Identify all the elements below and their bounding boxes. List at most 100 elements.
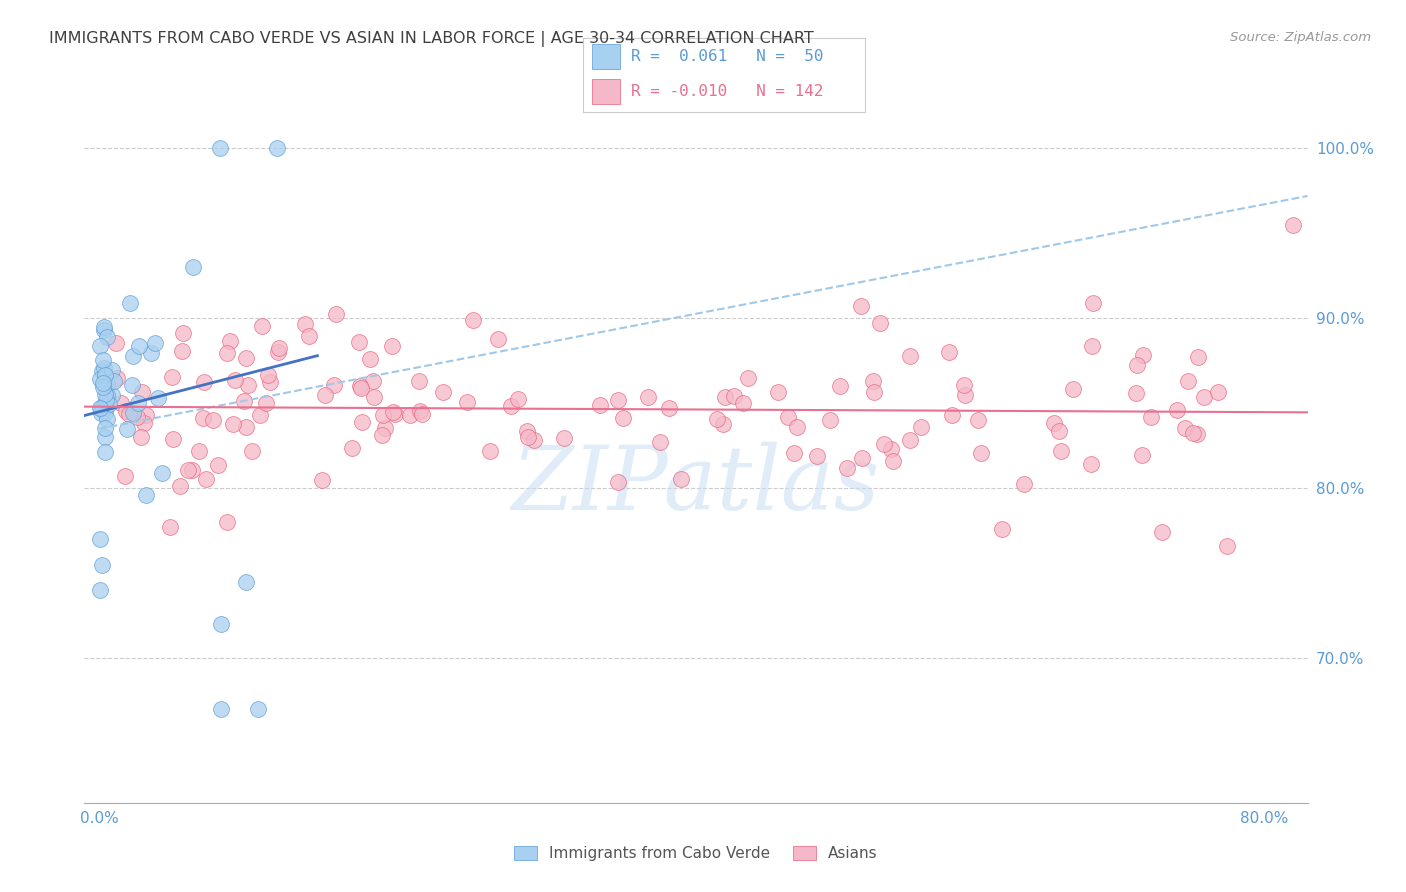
Point xyxy=(953,387,976,401)
Point xyxy=(162,370,184,384)
Point xyxy=(350,415,373,429)
Point xyxy=(259,375,281,389)
Point xyxy=(93,444,115,458)
Point xyxy=(731,396,754,410)
Point xyxy=(217,345,239,359)
Point xyxy=(172,344,194,359)
Point xyxy=(382,405,405,419)
Point xyxy=(523,433,546,447)
Point xyxy=(607,475,630,489)
Point xyxy=(233,394,256,409)
Point xyxy=(194,472,217,486)
Point xyxy=(432,384,454,399)
Point xyxy=(1130,448,1153,462)
Point xyxy=(236,377,259,392)
Point xyxy=(294,318,316,332)
Point xyxy=(359,351,381,366)
Point xyxy=(1125,385,1147,400)
Point xyxy=(115,404,138,418)
Point xyxy=(93,361,115,376)
Point xyxy=(122,349,145,363)
Point xyxy=(193,410,215,425)
Point xyxy=(898,350,921,364)
Point xyxy=(177,463,200,477)
Point xyxy=(782,446,804,460)
Point xyxy=(862,385,884,400)
Point xyxy=(222,417,245,432)
Point xyxy=(110,396,132,410)
Point xyxy=(135,408,157,422)
Text: R =  0.061   N =  50: R = 0.061 N = 50 xyxy=(631,49,824,64)
Text: IMMIGRANTS FROM CABO VERDE VS ASIAN IN LABOR FORCE | AGE 30-34 CORRELATION CHART: IMMIGRANTS FROM CABO VERDE VS ASIAN IN L… xyxy=(49,31,814,47)
Point xyxy=(121,377,143,392)
Point xyxy=(101,388,124,402)
Point xyxy=(1012,476,1035,491)
Point xyxy=(250,319,273,334)
Point xyxy=(1062,382,1084,396)
Text: Source: ZipAtlas.com: Source: ZipAtlas.com xyxy=(1230,31,1371,45)
Point xyxy=(706,411,728,425)
Point xyxy=(125,410,148,425)
Point xyxy=(1187,350,1209,364)
Point xyxy=(910,420,932,434)
Point xyxy=(517,430,540,444)
Point xyxy=(118,296,141,310)
Point xyxy=(215,515,238,529)
Point xyxy=(1166,403,1188,417)
Point xyxy=(1216,539,1239,553)
Point xyxy=(146,391,169,405)
Point xyxy=(94,429,117,443)
Point xyxy=(180,463,202,477)
Point xyxy=(669,472,692,486)
Point xyxy=(187,444,209,458)
Point xyxy=(766,385,789,400)
Point xyxy=(399,408,422,422)
Point xyxy=(882,454,904,468)
Point xyxy=(269,341,291,355)
Point xyxy=(363,390,385,404)
Point xyxy=(122,406,145,420)
Point xyxy=(371,428,394,442)
Point xyxy=(1049,443,1071,458)
Point xyxy=(249,408,271,422)
Point xyxy=(127,396,149,410)
Point xyxy=(90,401,112,416)
Point xyxy=(612,411,634,425)
Point xyxy=(499,399,522,413)
Point xyxy=(181,260,204,275)
Point xyxy=(93,319,115,334)
Point xyxy=(1185,426,1208,441)
Point xyxy=(778,410,800,425)
Point xyxy=(1150,525,1173,540)
Point xyxy=(938,344,960,359)
Point xyxy=(266,345,288,359)
Point xyxy=(202,413,225,427)
Point xyxy=(240,443,263,458)
Point xyxy=(247,702,270,716)
Point xyxy=(101,362,124,376)
Point xyxy=(93,368,115,383)
Point xyxy=(384,407,406,421)
Point xyxy=(1083,296,1105,310)
Text: R = -0.010   N = 142: R = -0.010 N = 142 xyxy=(631,84,824,99)
Point xyxy=(162,432,184,446)
Point xyxy=(159,519,181,533)
Point xyxy=(208,141,231,155)
Point xyxy=(374,420,396,434)
Point xyxy=(105,370,128,384)
Point xyxy=(94,406,117,420)
Point xyxy=(1182,425,1205,440)
Point xyxy=(1132,348,1154,362)
Point xyxy=(235,574,257,589)
Point xyxy=(96,400,118,414)
Point xyxy=(873,436,896,450)
Point xyxy=(89,583,111,598)
Point xyxy=(150,466,173,480)
Point xyxy=(806,450,828,464)
Point xyxy=(325,307,347,321)
Point xyxy=(314,387,336,401)
Point xyxy=(218,334,240,348)
Point xyxy=(322,378,344,392)
Point xyxy=(637,390,659,404)
Point xyxy=(479,444,502,458)
